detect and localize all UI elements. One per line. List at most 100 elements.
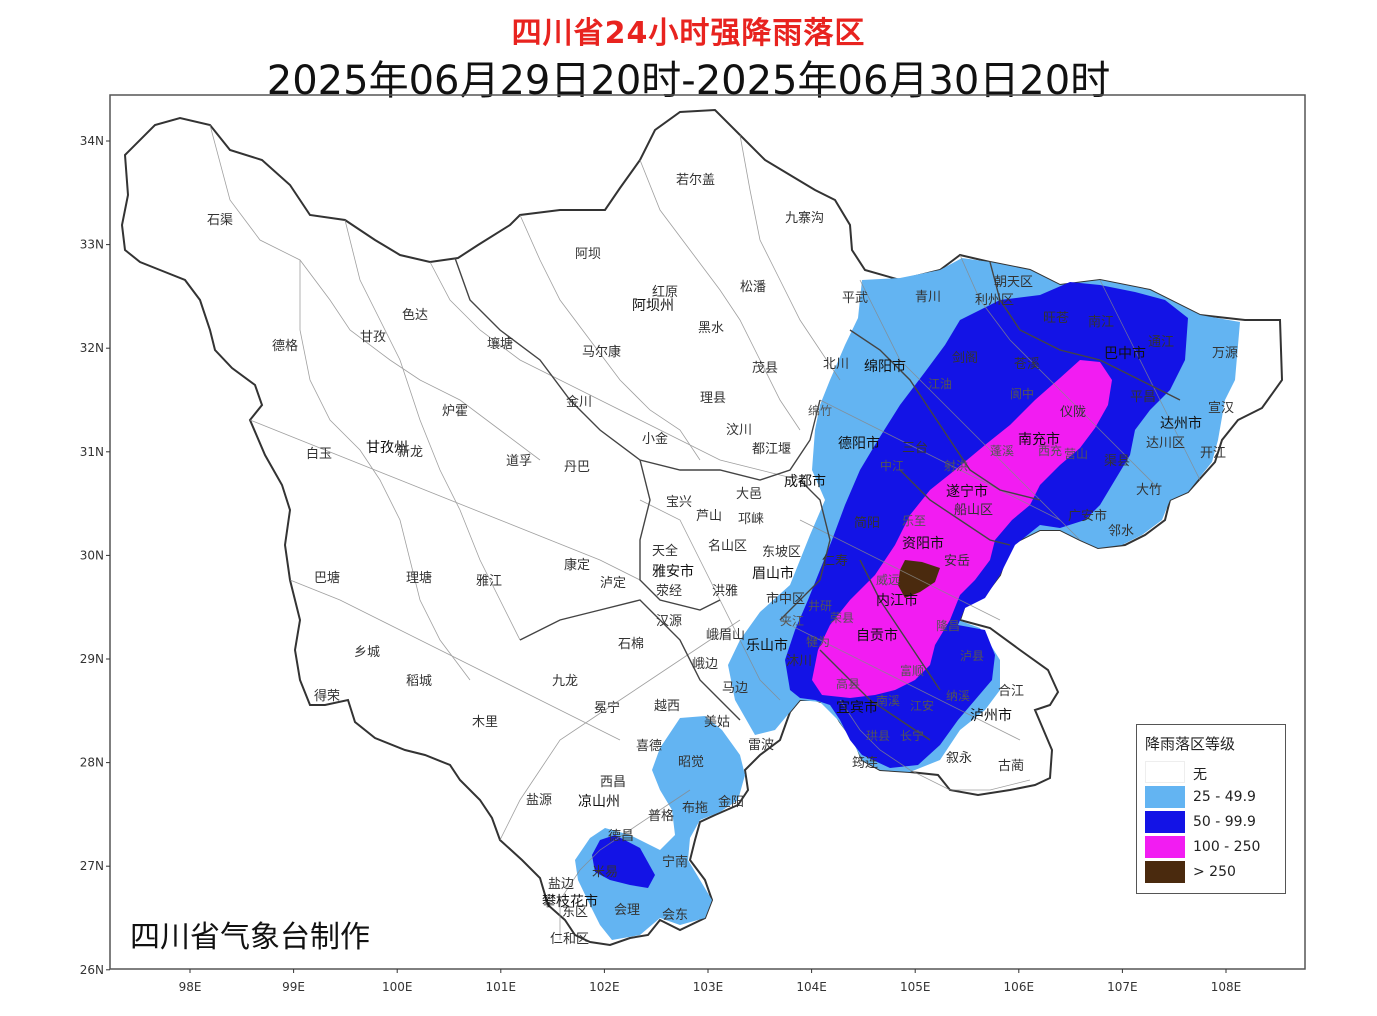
legend-swatch-over-250 (1145, 861, 1185, 883)
label-daofu: 道孚 (506, 454, 532, 469)
label-ganzizhou: 甘孜州 (366, 440, 408, 456)
label-shizhong: 市中区 (766, 591, 805, 607)
label-longchang: 隆昌 (936, 618, 960, 633)
label-naxi: 纳溪 (946, 689, 970, 703)
legend-item-over-250: > 250 (1145, 861, 1281, 883)
label-hongya: 洪雅 (712, 584, 738, 599)
label-dazhu: 大竹 (1136, 483, 1162, 498)
credit-text: 四川省气象台制作 (130, 920, 370, 955)
county-labels-grey: 江油 绵竹 中江 射洪 蓬溪 阆中 西充 营山 乐至 隆昌 荣县 富顺 威远 夹… (780, 377, 1088, 743)
label-meishan: 眉山市 (752, 565, 794, 582)
label-jiajiang: 夹江 (780, 614, 804, 628)
label-beichuan: 北川 (823, 357, 849, 372)
lat-label: 34N (80, 134, 104, 148)
lon-label: 100E (382, 980, 413, 994)
longitude-axis: 98E 99E 100E 101E 102E 103E 104E 105E 106E 107E 10… (179, 969, 1241, 994)
label-tongjiang: 通江 (1148, 335, 1174, 350)
label-jiange: 剑阁 (952, 350, 978, 366)
label-quxian: 渠县 (1104, 454, 1130, 469)
label-shehong: 射洪 (944, 458, 968, 473)
lon-label: 103E (693, 980, 724, 994)
label-guangan: 广安市 (1068, 508, 1107, 524)
label-muchuan: 沐川 (786, 654, 812, 669)
label-zhaojue: 昭觉 (678, 755, 704, 770)
label-panzhihua: 攀枝花市 (542, 893, 598, 910)
lon-label: 107E (1107, 980, 1138, 994)
label-ganzi: 甘孜 (360, 330, 386, 345)
label-xiangcheng: 乡城 (354, 645, 380, 660)
rain-area-50-99-south (592, 835, 655, 888)
label-baoxing: 宝兴 (666, 495, 692, 510)
legend-label-100-250: 100 - 250 (1193, 839, 1261, 855)
label-litang: 理塘 (406, 570, 432, 586)
label-jianyang: 简阳 (854, 515, 880, 531)
label-yilong: 仪陇 (1060, 405, 1086, 420)
label-wanyuan: 万源 (1212, 346, 1238, 361)
label-anyue: 安岳 (944, 554, 970, 569)
lat-label: 33N (80, 238, 104, 252)
latitude-axis: 34N 33N 32N 31N 30N 29N 28N 27N 26N (80, 134, 110, 977)
label-hanyuan: 汉源 (656, 614, 682, 629)
label-mianyang: 绵阳市 (864, 358, 906, 375)
label-yanyuan: 盐源 (526, 793, 552, 808)
label-dujiangyan: 都江堰 (752, 442, 791, 457)
label-hejiang: 合江 (998, 684, 1024, 699)
label-hongyuan: 红原 (652, 284, 678, 300)
lon-label: 98E (179, 980, 202, 994)
label-jingyan: 井研 (808, 599, 832, 613)
label-daocheng: 稻城 (406, 674, 432, 689)
lon-label: 99E (282, 980, 305, 994)
label-dege: 德格 (272, 338, 298, 354)
label-xide: 喜德 (636, 739, 662, 754)
label-yingshan: 营山 (1064, 447, 1088, 461)
label-batang: 巴塘 (314, 570, 340, 586)
label-zhongjiang: 中江 (880, 458, 904, 473)
label-huili: 会理 (614, 903, 640, 918)
lon-label: 102E (589, 980, 620, 994)
label-renshou: 仁寿 (822, 554, 848, 569)
label-xichang: 西昌 (600, 775, 626, 790)
label-pengxi: 蓬溪 (990, 444, 1014, 458)
label-jiuzhaigou: 九寨沟 (785, 210, 824, 226)
label-ziyang: 资阳市 (902, 535, 944, 552)
lat-label: 30N (80, 548, 104, 562)
lat-label: 32N (80, 341, 104, 355)
label-mingshan: 名山区 (708, 538, 747, 554)
label-xuanhan: 宣汉 (1208, 400, 1234, 416)
label-meigu: 美姑 (704, 715, 730, 730)
label-luhuo: 炉霍 (442, 404, 468, 419)
label-puge: 普格 (648, 808, 674, 824)
label-chengdu: 成都市 (784, 473, 826, 490)
label-maoxian: 茂县 (752, 361, 778, 376)
label-pingchang: 平昌 (1130, 390, 1156, 405)
label-kaijiang: 开江 (1200, 446, 1226, 461)
label-abazhou: 阿坝州 (632, 298, 674, 314)
label-ruoergai: 若尔盖 (676, 172, 715, 188)
label-zigong: 自贡市 (856, 627, 898, 644)
label-emeishan: 峨眉山 (706, 628, 745, 643)
label-wenchuan: 汶川 (726, 422, 752, 438)
legend-swatch-50-99 (1145, 811, 1185, 833)
label-leshan: 乐山市 (746, 637, 788, 654)
label-yuexi: 越西 (654, 699, 680, 714)
legend-item-25-49: 25 - 49.9 (1145, 786, 1281, 808)
lat-label: 31N (80, 445, 104, 459)
label-tianquan: 天全 (652, 543, 678, 559)
lat-label: 28N (80, 756, 104, 770)
lon-label: 101E (486, 980, 517, 994)
label-muli: 木里 (472, 715, 498, 730)
label-butuo: 布拖 (682, 801, 708, 816)
label-qingchuan: 青川 (915, 290, 941, 305)
legend-label-25-49: 25 - 49.9 (1193, 789, 1256, 805)
label-ebian: 峨边 (692, 657, 718, 672)
legend-swatch-25-49 (1145, 786, 1185, 808)
label-yibin: 宜宾市 (836, 699, 878, 716)
map-subtitle: 2025年06月29日20时-2025年06月30日20时 (266, 58, 1111, 104)
label-miyi: 米易 (592, 865, 618, 880)
label-langzhong: 阆中 (1010, 386, 1034, 401)
lon-label: 105E (900, 980, 931, 994)
legend-swatch-none (1145, 761, 1185, 783)
label-lezhi: 乐至 (902, 514, 926, 528)
map-title: 四川省24小时强降雨落区 (511, 16, 866, 51)
